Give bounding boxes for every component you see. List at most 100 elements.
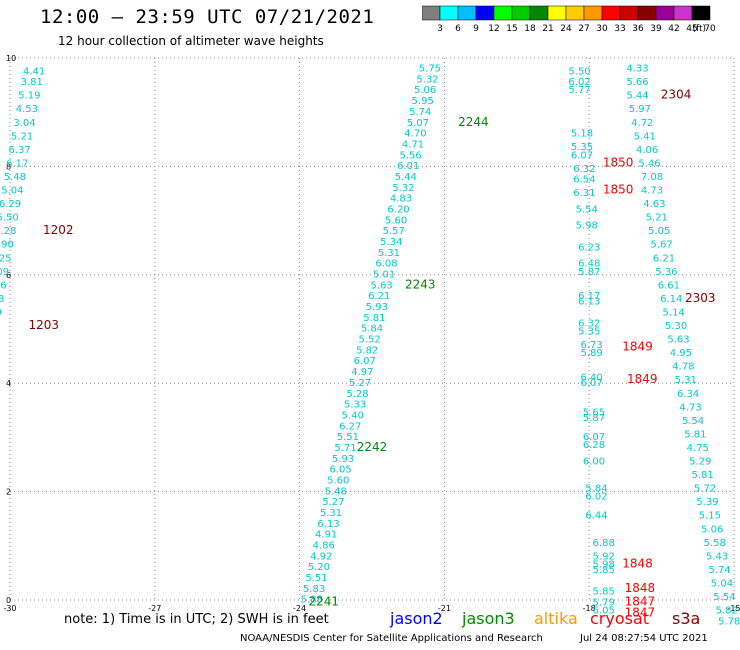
wave-height-value: 6.05	[329, 465, 351, 476]
wave-height-value: 4.63	[643, 199, 665, 210]
x-tick-label: -21	[438, 604, 451, 613]
wave-height-value: 5.43	[706, 551, 728, 562]
wave-height-value: 5.46	[638, 158, 660, 169]
satellite-name-altika: altika	[534, 609, 578, 628]
pass-number-label: 2244	[458, 115, 489, 129]
x-tick-label: -27	[148, 604, 161, 613]
wave-height-value: 5.36	[655, 267, 677, 278]
wave-height-value: 5.04	[1, 186, 23, 197]
legend-tick-label: 12	[488, 24, 499, 34]
wave-height-value: 5.97	[629, 104, 651, 115]
wave-height-value: 6.88	[593, 538, 615, 549]
legend-tick-label: 9	[473, 24, 479, 34]
wave-height-value: 5.19	[18, 91, 40, 102]
wave-height-value: 4.53	[16, 104, 38, 115]
wave-height-value: 5.75	[419, 64, 441, 75]
wave-height-value: 5.06	[701, 524, 723, 535]
wave-height-value: 6.07	[583, 432, 605, 443]
wave-height-value: 5.05	[648, 226, 670, 237]
wave-height-value: 5.98	[593, 559, 615, 570]
pass-number-label: 1849	[622, 340, 653, 354]
wave-height-value: 5.76	[0, 280, 7, 291]
wave-height-value: 5.79	[593, 597, 615, 608]
wave-height-value: 5.15	[699, 511, 721, 522]
wave-height-value: 4.72	[631, 118, 653, 129]
wave-height-value: 4.91	[315, 530, 337, 541]
y-tick-label: 10	[6, 54, 16, 63]
wave-height-value: 4.89	[0, 307, 2, 318]
wave-height-value: 5.87	[583, 413, 605, 424]
wave-height-value: 6.40	[580, 372, 602, 383]
wave-height-value: 4.73	[641, 186, 663, 197]
wave-height-value: 6.21	[653, 253, 675, 264]
wave-height-value: 5.44	[395, 172, 417, 183]
wave-height-value: 6.48	[578, 259, 600, 270]
wave-height-value: 5.54	[682, 416, 704, 427]
footer-credit: NOAA/NESDIS Center for Satellite Applica…	[240, 633, 543, 644]
satellite-name-cryosat: cryosat	[590, 609, 650, 628]
wave-height-value: 5.32	[392, 183, 414, 194]
legend-tick-label: 15	[506, 24, 517, 34]
wave-height-value: 5.74	[409, 107, 431, 118]
x-tick-label: -15	[727, 604, 740, 613]
pass-number-label: 1849	[627, 372, 658, 386]
wave-height-value: 5.30	[665, 321, 687, 332]
wave-height-value: 5.78	[718, 616, 740, 627]
color-legend: 3 6 9 12 15 18 21 24 27 30 33 36 39 42 45 70(ft)	[422, 5, 716, 34]
wave-height-value: 6.07	[354, 356, 376, 367]
wave-height-value: 4.86	[313, 541, 335, 552]
x-tick-label: -18	[583, 604, 596, 613]
wave-height-value: 5.82	[716, 606, 738, 617]
wave-height-value: 5.72	[694, 484, 716, 495]
wave-height-value: 5.28	[0, 226, 16, 237]
wave-height-value: 6.17	[6, 158, 28, 169]
wave-height-value: 5.60	[327, 475, 349, 486]
wave-height-value: 6.23	[578, 242, 600, 253]
pass-number-label: 1202	[43, 223, 74, 237]
wave-height-value: 5.50	[568, 66, 590, 77]
satellite-name-jason2: jason2	[390, 609, 443, 628]
wave-height-value: 5.06	[414, 85, 436, 96]
wave-height-value: 5.32	[416, 74, 438, 85]
wave-height-value: 5.58	[704, 538, 726, 549]
wave-height-value: 5.63	[667, 335, 689, 346]
wave-height-value: 5.84	[361, 324, 383, 335]
legend-tick-label: 21	[542, 24, 553, 34]
wave-height-value: 4.97	[351, 367, 373, 378]
wave-height-value: 5.48	[325, 486, 347, 497]
wave-height-value: 5.18	[571, 129, 593, 140]
wave-height-value: 4.95	[670, 348, 692, 359]
pass-number-label: 2243	[405, 277, 436, 291]
wave-height-value: 5.27	[349, 378, 371, 389]
wave-height-value: 5.74	[708, 565, 730, 576]
wave-height-value: 6.20	[387, 204, 409, 215]
wave-height-value: 5.29	[689, 457, 711, 468]
wave-height-value: 5.41	[634, 131, 656, 142]
wave-height-value: 5.04	[711, 578, 733, 589]
wave-height-value: 5.14	[663, 307, 685, 318]
wave-height-value: 6.01	[397, 161, 419, 172]
wave-height-value: 6.08	[375, 259, 397, 270]
wave-height-value: 5.28	[346, 389, 368, 400]
wave-height-value: 5.01	[373, 270, 395, 281]
wave-height-value: 5.98	[576, 221, 598, 232]
y-tick-label: 0	[6, 596, 11, 605]
wave-height-value: 5.20	[308, 562, 330, 573]
wave-height-value: 6.13	[317, 519, 339, 530]
wave-height-value: 4.33	[626, 64, 648, 75]
wave-height-value: 4.83	[390, 194, 412, 205]
wave-height-value: 6.37	[9, 145, 31, 156]
wave-height-value: 6.61	[658, 280, 680, 291]
wave-height-value: 5.84	[585, 484, 607, 495]
wave-height-value: 5.81	[684, 429, 706, 440]
legend-tick-label: 6	[455, 24, 461, 34]
wave-height-value: 5.31	[320, 508, 342, 519]
y-tick-label: 8	[6, 162, 11, 171]
legend-tick-label: 24	[560, 24, 572, 34]
wave-height-value: 5.90	[0, 240, 14, 251]
wave-height-value: 5.21	[646, 213, 668, 224]
wave-height-value: 6.73	[580, 340, 602, 351]
wave-height-value: 6.21	[368, 291, 390, 302]
wave-height-value: 5.66	[626, 77, 648, 88]
